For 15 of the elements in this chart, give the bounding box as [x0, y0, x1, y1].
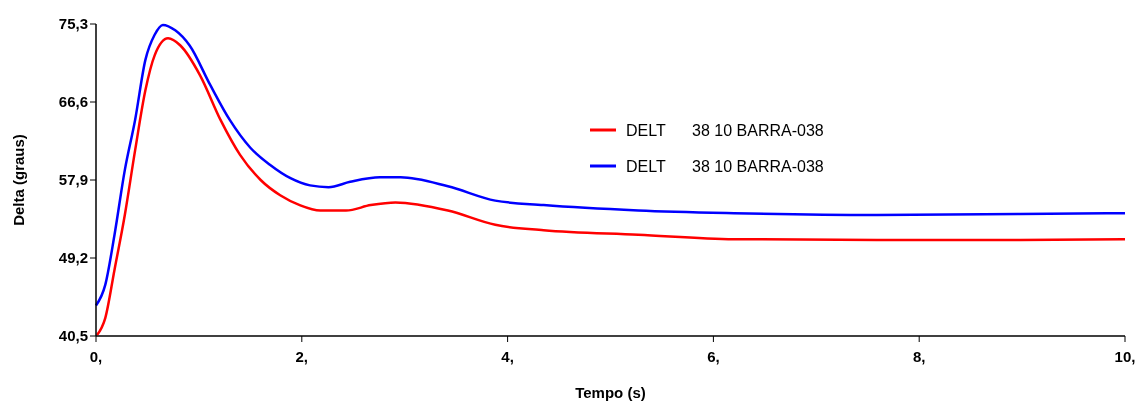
y-tick-label: 57,9 — [58, 171, 88, 189]
legend-label: DELT 38 10 BARRA-038 — [626, 121, 824, 139]
legend-label: DELT 38 10 BARRA-038 — [626, 157, 824, 175]
x-tick-label: 2, — [295, 348, 309, 365]
x-tick-label: 10, — [1114, 348, 1136, 365]
x-tick-label: 0, — [89, 348, 103, 365]
y-tick-label: 75,3 — [58, 15, 88, 33]
y-axis-title: Delta (graus) — [10, 134, 27, 226]
x-axis-title: Tempo (s) — [575, 384, 646, 401]
x-tick-label: 4, — [501, 348, 514, 365]
x-tick-label: 6, — [707, 348, 720, 365]
x-tick-label: 8, — [912, 348, 926, 365]
y-tick-label: 49,2 — [58, 249, 88, 267]
y-tick-label: 66,6 — [58, 93, 88, 111]
y-tick-label: 40,5 — [58, 327, 88, 345]
